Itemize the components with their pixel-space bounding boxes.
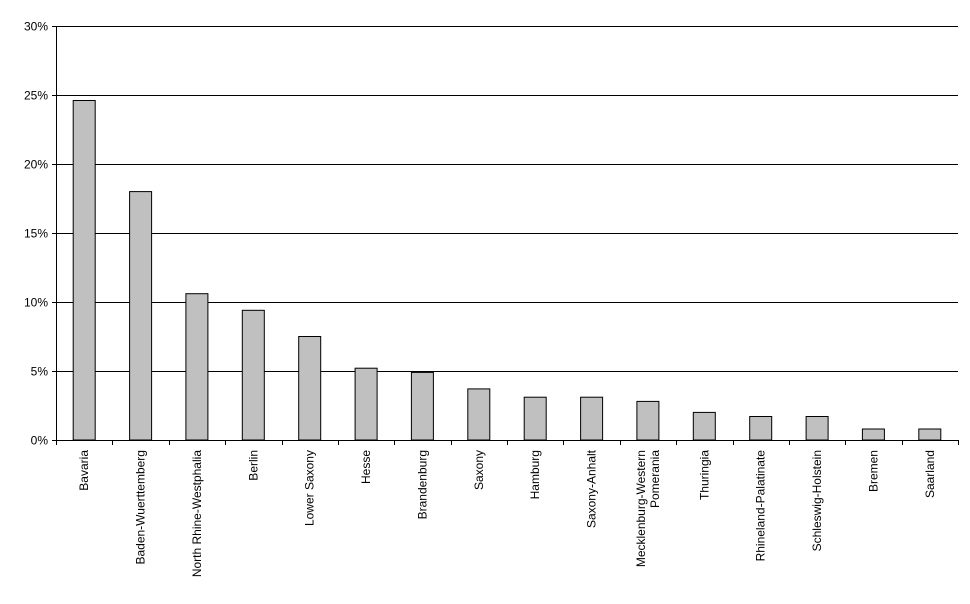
- bar: [749, 416, 773, 441]
- bars: [72, 100, 942, 441]
- x-category-label: Saarland: [923, 450, 937, 498]
- bar: [298, 336, 322, 441]
- x-category-label: Lower Saxony: [303, 450, 317, 526]
- y-tick-label: 5%: [31, 365, 49, 379]
- bar: [692, 411, 716, 441]
- axes: [52, 26, 959, 445]
- x-category-label: Baden-Wuerttemberg: [134, 450, 148, 565]
- y-tick-label: 30%: [24, 20, 48, 34]
- bar: [580, 396, 604, 441]
- bar: [410, 371, 434, 441]
- bar: [523, 396, 547, 441]
- x-category-label: Hesse: [359, 450, 373, 484]
- x-category-label: Brandenburg: [415, 450, 429, 519]
- bar: [241, 309, 265, 441]
- x-category-label: Bavaria: [77, 450, 91, 491]
- y-tick-label: 10%: [24, 296, 48, 310]
- x-category-label: Hamburg: [528, 450, 542, 499]
- labels: 0% 5% 10% 15% 20% 25% 30% Bavaria Baden-Wuerttem…: [24, 20, 937, 578]
- bar: [129, 191, 153, 441]
- x-category-label: Mecklenburg-Western: [634, 450, 648, 567]
- y-tick-label: 25%: [24, 89, 48, 103]
- x-category-label: Saxony: [472, 450, 486, 490]
- bar: [861, 428, 885, 441]
- x-category-label: Berlin: [246, 450, 260, 481]
- bar: [354, 367, 378, 441]
- x-category-label: North Rhine-Westphalia: [190, 450, 204, 577]
- bar: [805, 416, 829, 441]
- x-category-label: Saxony-Anhalt: [585, 449, 599, 528]
- x-category-label: Schleswig-Holstein: [810, 450, 824, 551]
- bar: [185, 293, 209, 441]
- y-tick-label: 0%: [31, 434, 49, 448]
- bar: [72, 100, 96, 441]
- bar: [918, 428, 942, 441]
- y-tick-label: 20%: [24, 158, 48, 172]
- y-tick-label: 15%: [24, 227, 48, 241]
- x-category-label: Pomerania: [648, 450, 662, 508]
- bar: [467, 388, 491, 441]
- x-category-label: Rhineland-Palatinate: [754, 450, 768, 562]
- x-category-label: Bremen: [866, 450, 880, 492]
- x-category-label: Thuringia: [697, 450, 711, 500]
- bar: [636, 400, 660, 441]
